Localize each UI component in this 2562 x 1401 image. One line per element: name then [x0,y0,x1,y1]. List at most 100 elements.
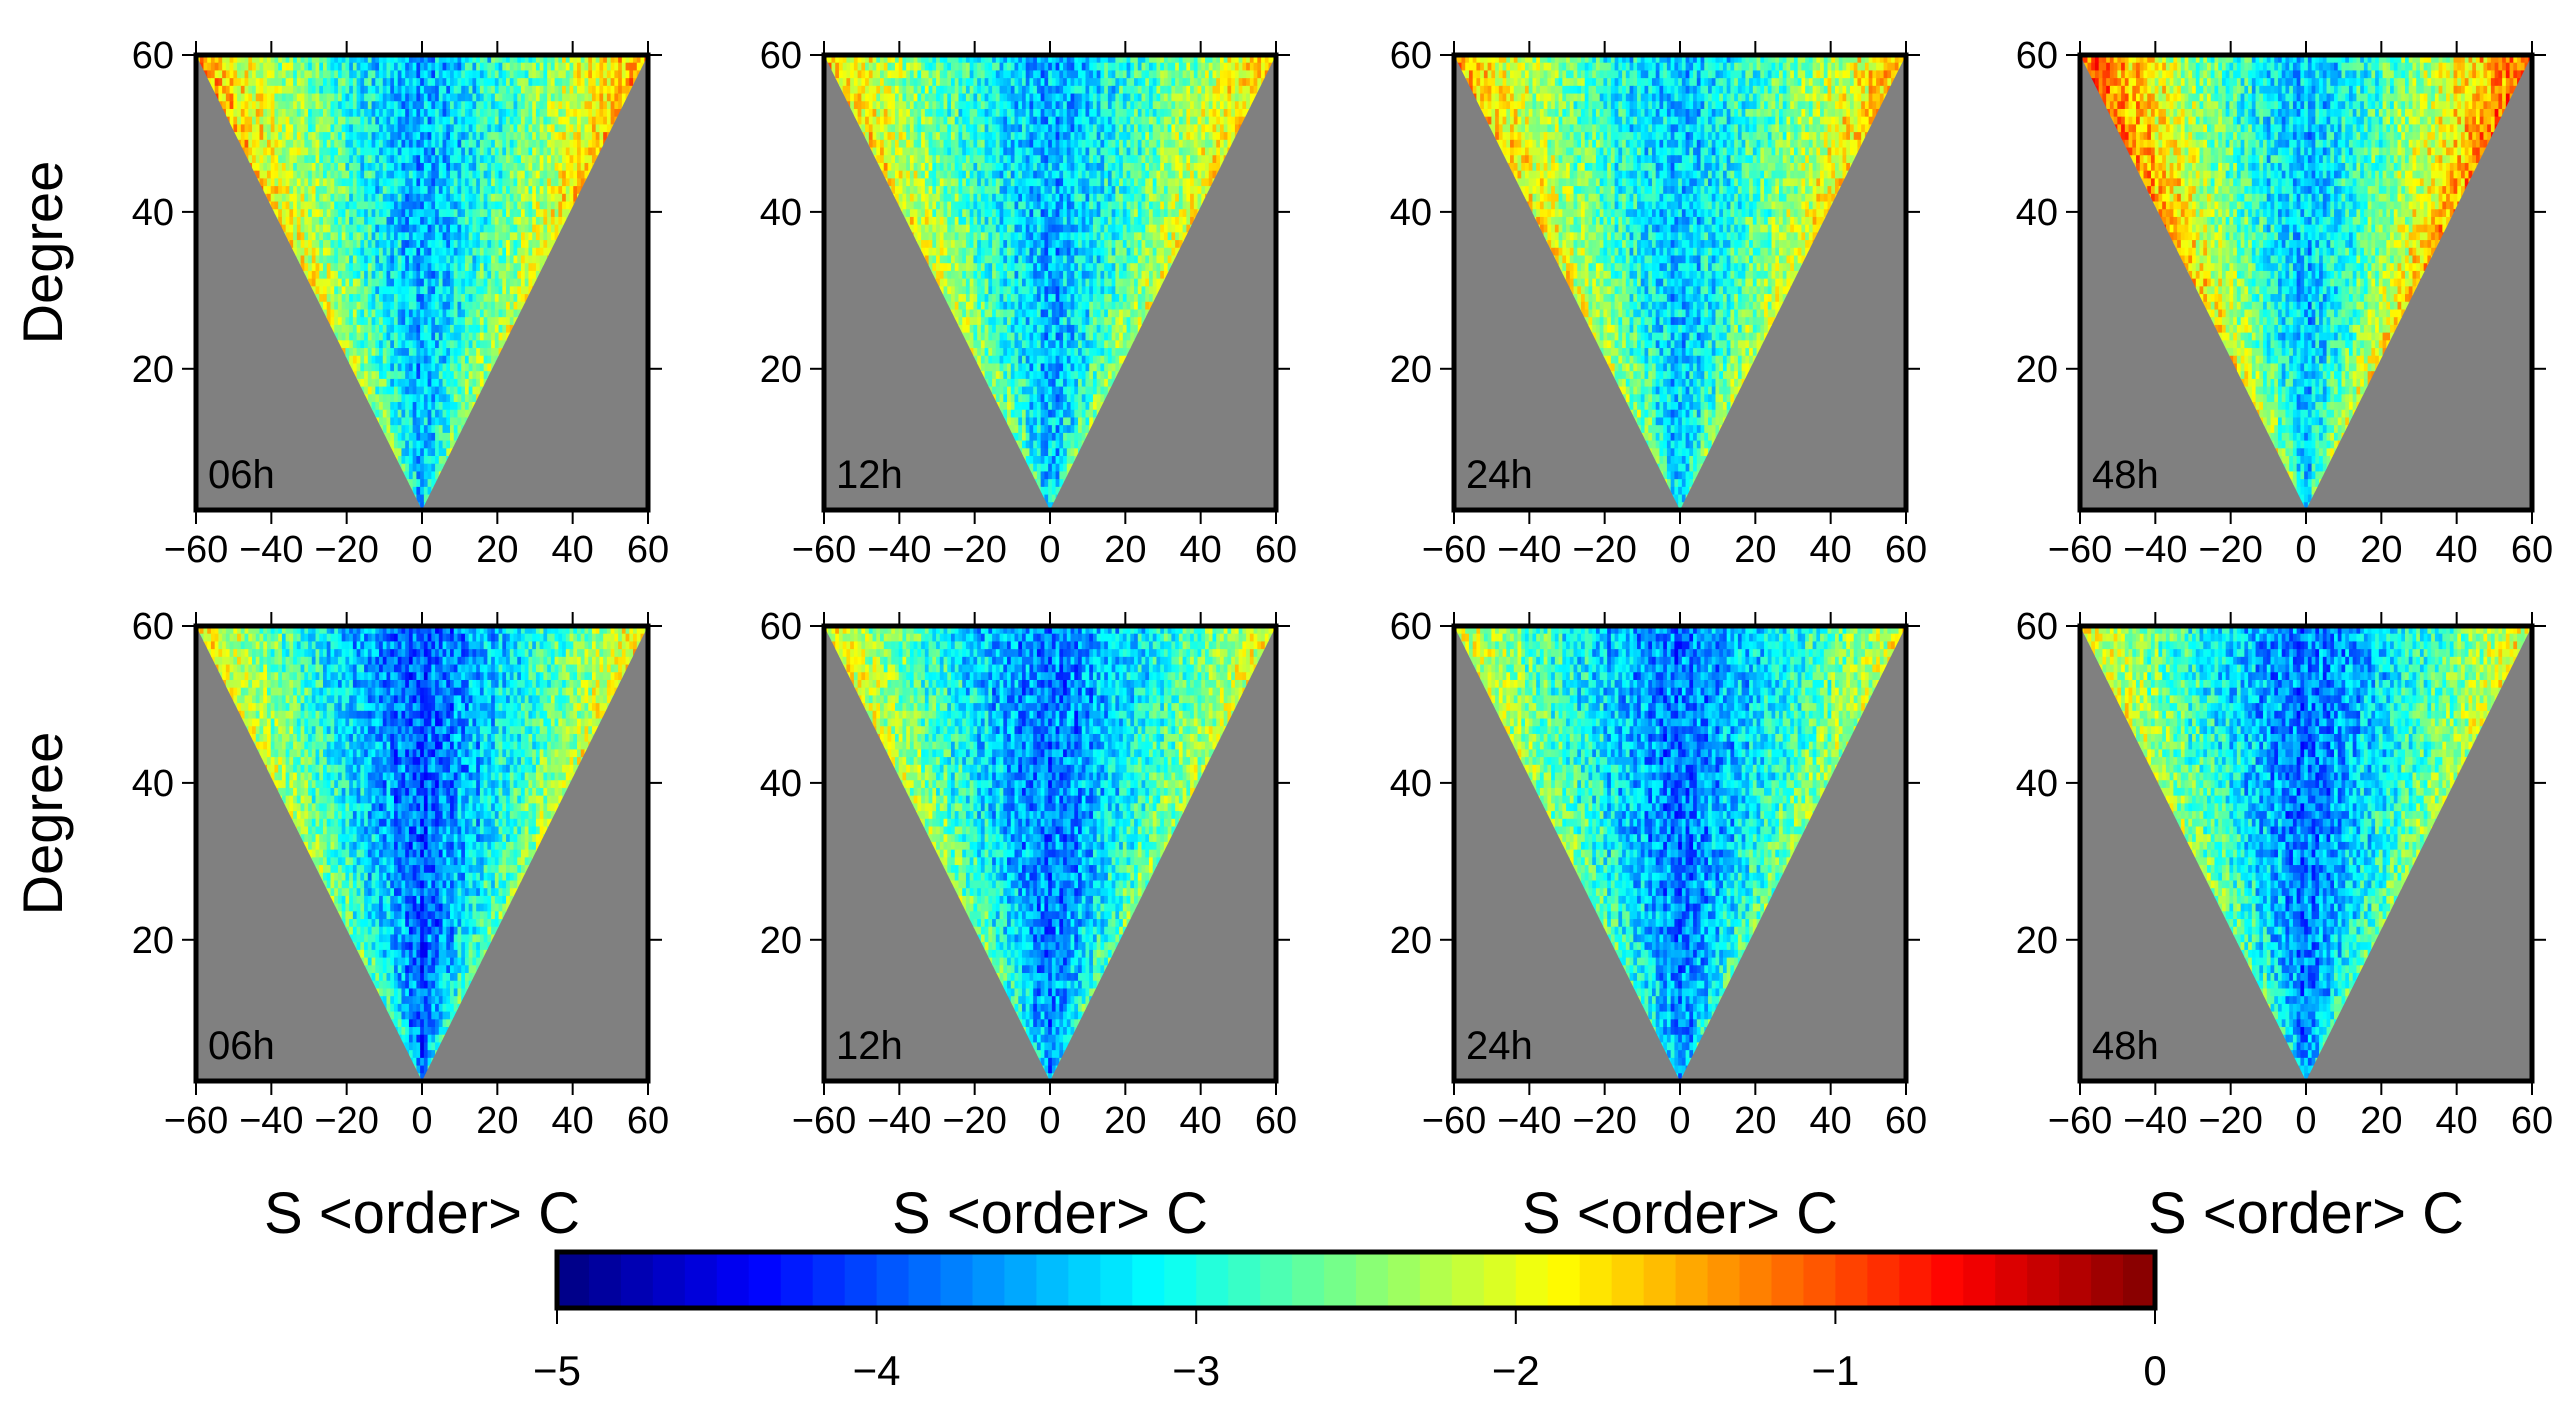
colorbar-swatch [1292,1252,1325,1308]
panel-label: 48h [2092,1024,2159,1068]
colorbar-tick-label: −1 [1811,1347,1859,1394]
panel-label: 24h [1466,1024,1533,1068]
colorbar-swatch [1387,1252,1421,1308]
y-tick-label: 20 [132,920,174,962]
colorbar-swatch [972,1252,1006,1308]
x-tick-label: −20 [314,1100,378,1142]
y-tick-label: 60 [1390,606,1432,648]
colorbar-swatch [1228,1252,1261,1308]
colorbar-tick-label: −3 [1172,1347,1220,1394]
x-tick-label: −60 [164,529,228,571]
x-tick-label: 0 [411,529,432,571]
colorbar-swatch [1963,1252,1996,1308]
x-tick-label: 60 [2511,529,2553,571]
y-tick-label: 60 [132,35,174,77]
colorbar-swatch [1867,1252,1900,1308]
colorbar-swatch [1739,1252,1773,1308]
x-tick-label: 60 [1885,1100,1927,1142]
colorbar-tick-label: 0 [2143,1347,2166,1394]
x-tick-label: −20 [942,529,1006,571]
colorbar-swatch [620,1252,654,1308]
y-tick-label: 60 [2016,606,2058,648]
x-tick-label: 0 [411,1100,432,1142]
x-tick-label: −40 [867,1100,931,1142]
panel-label: 48h [2092,453,2159,497]
x-tick-label: 20 [476,529,518,571]
y-tick-label: 40 [1390,192,1432,234]
panel-1-3: −60 −40 −20 0 20 40 60 20 40 60 24h [1390,35,1927,571]
x-tick-label: 40 [2436,1100,2478,1142]
y-tick-label: 20 [2016,349,2058,391]
x-tick-label: −20 [1572,1100,1636,1142]
colorbar-swatch [1164,1252,1197,1308]
x-tick-label: 40 [552,1100,594,1142]
colorbar-swatch [1324,1252,1357,1308]
colorbar-swatch [1356,1252,1389,1308]
x-axis-label: S <order> C [2148,1181,2464,1246]
x-tick-label: −20 [2198,529,2262,571]
colorbar-swatch [844,1252,878,1308]
y-axis-label: Degree [11,732,74,916]
x-tick-label: 40 [2436,529,2478,571]
panel-label: 12h [836,1024,903,1068]
x-tick-label: 0 [1039,1100,1060,1142]
colorbar-swatch [1835,1252,1868,1308]
y-tick-label: 40 [760,192,802,234]
panel-1-4: −60 −40 −20 0 20 40 60 20 40 60 48h [2016,35,2553,571]
x-tick-label: 60 [627,1100,669,1142]
colorbar-swatch [1547,1252,1581,1308]
colorbar-swatch [940,1252,974,1308]
colorbar-swatch [1132,1252,1165,1308]
x-tick-label: 0 [1669,1100,1690,1142]
x-tick-label: −40 [2123,1100,2187,1142]
y-tick-label: 40 [2016,763,2058,805]
colorbar-swatch [1004,1252,1037,1308]
x-tick-label: −40 [1497,1100,1561,1142]
y-tick-label: 20 [760,920,802,962]
coefficient-cells [1454,626,1906,1081]
colorbar-swatch [748,1252,782,1308]
x-tick-label: −20 [1572,529,1636,571]
panel-grid: −60 −40 −20 0 20 40 60 20 40 60 06h Degree −60 −40 −20… [11,35,2553,1246]
colorbar: −5 −4 −3 −2 −1 0 [533,1249,2167,1394]
colorbar-swatch [1483,1252,1517,1308]
x-tick-label: −40 [239,529,303,571]
x-tick-label: 60 [1255,1100,1297,1142]
colorbar-swatch [588,1252,622,1308]
colorbar-swatch [1675,1252,1709,1308]
colorbar-swatch [684,1252,718,1308]
colorbar-swatch [1451,1252,1485,1308]
colorbar-swatch [1803,1252,1836,1308]
colorbar-swatch [1196,1252,1229,1308]
x-tick-label: 20 [2360,1100,2402,1142]
x-tick-label: 0 [2295,1100,2316,1142]
colorbar-swatch [557,1252,590,1308]
x-tick-label: 0 [1669,529,1690,571]
colorbar-swatch [1899,1252,1932,1308]
panel-1-1: −60 −40 −20 0 20 40 60 20 40 60 06h Degree [11,35,669,571]
y-tick-label: 60 [760,606,802,648]
x-tick-label: 40 [1180,529,1222,571]
colorbar-swatch [1260,1252,1293,1308]
coefficient-cells [2080,626,2532,1081]
y-tick-label: 20 [132,349,174,391]
colorbar-tick-label: −5 [533,1347,581,1394]
x-tick-label: −60 [1422,529,1486,571]
y-tick-label: 60 [2016,35,2058,77]
x-tick-label: 60 [1885,529,1927,571]
x-axis-label: S <order> C [1522,1181,1838,1246]
colorbar-swatch [812,1252,846,1308]
colorbar-swatch [2027,1252,2060,1308]
x-tick-label: −60 [2048,529,2112,571]
colorbar-tick-label: −4 [853,1347,901,1394]
panel-label: 12h [836,453,903,497]
y-tick-label: 40 [132,763,174,805]
colorbar-swatch [780,1252,814,1308]
y-axis-label: Degree [11,161,74,345]
y-tick-label: 20 [1390,349,1432,391]
x-tick-label: −60 [1422,1100,1486,1142]
x-tick-label: −60 [792,1100,856,1142]
x-tick-label: −60 [164,1100,228,1142]
panel-2-2: −60 −40 −20 0 20 40 60 20 40 60 12h S <order> C [760,606,1297,1246]
